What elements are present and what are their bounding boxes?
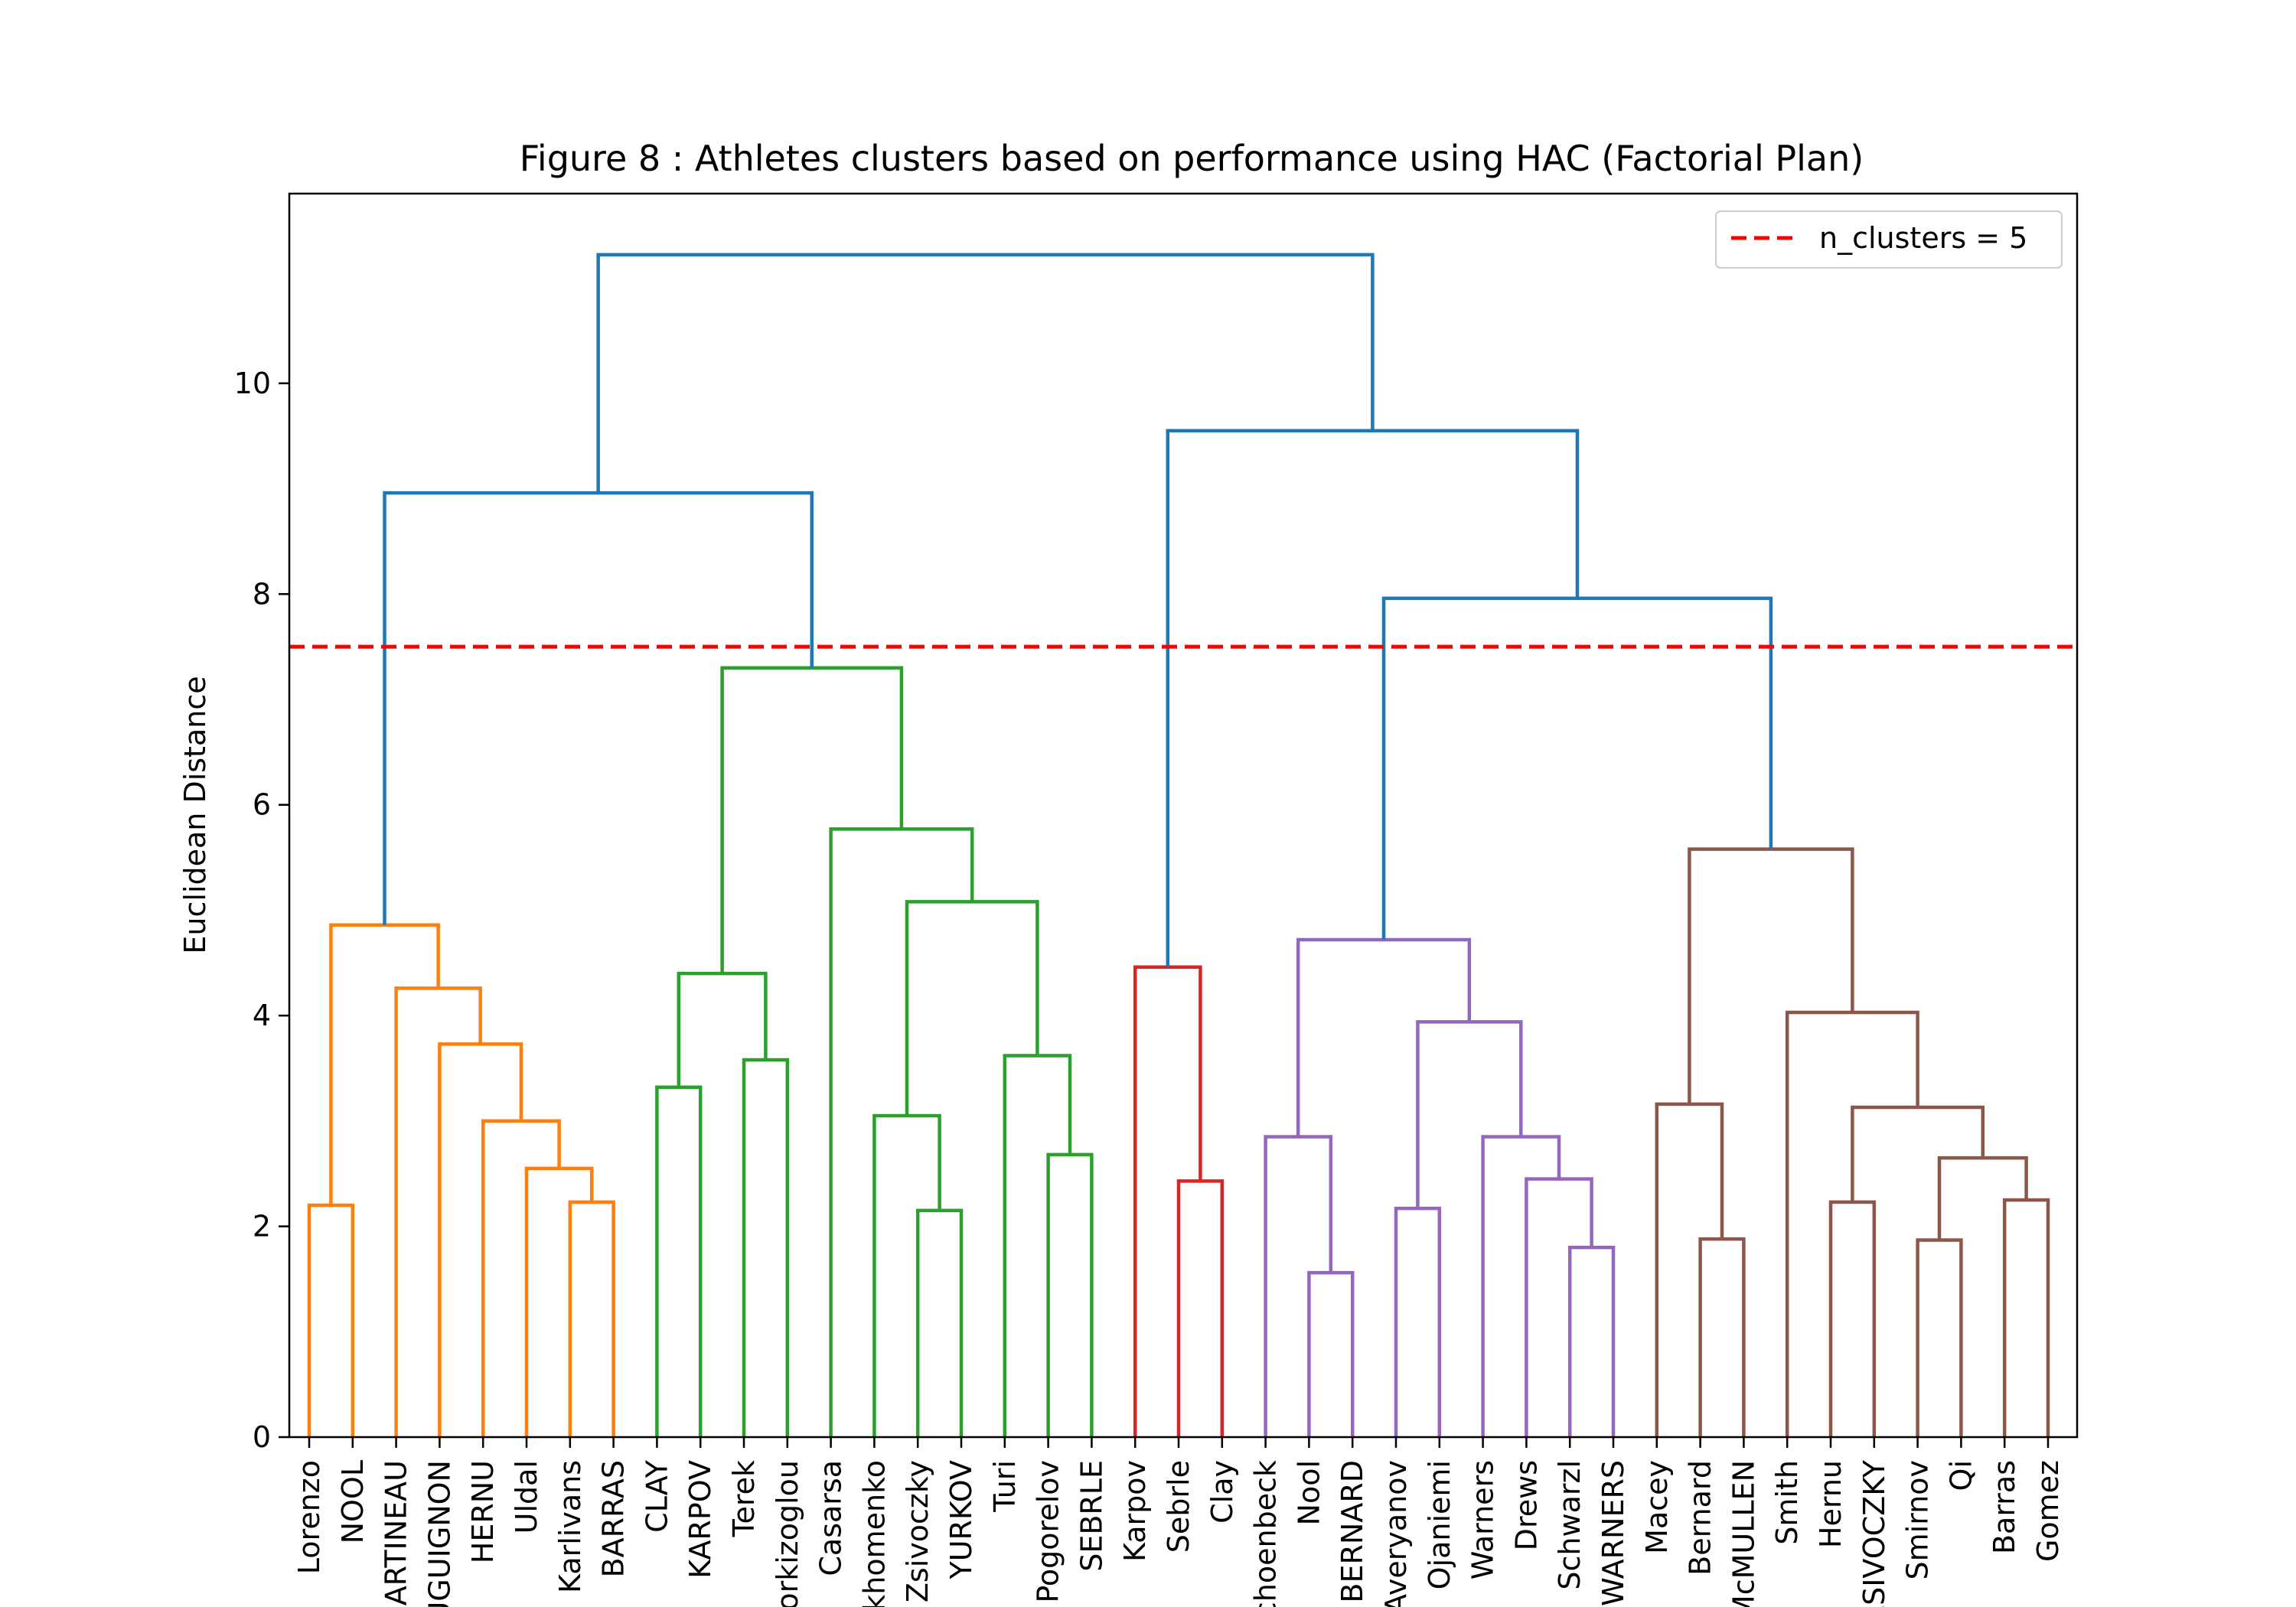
dendrogram-link-b8 <box>1785 1010 1919 1437</box>
leaf-label: Casarsa <box>814 1460 848 1576</box>
dendrogram-link-b3 <box>1828 1200 1877 1437</box>
y-axis: 0 2 4 6 8 10 <box>234 367 289 1454</box>
leaf-label: Ojaniemi <box>1423 1460 1456 1589</box>
leaf-label: Nool <box>1292 1460 1326 1525</box>
leaf-label: Clay <box>1205 1460 1239 1524</box>
leaf-label: WARNERS <box>1596 1460 1630 1606</box>
dendrogram-link-o2 <box>568 1200 615 1437</box>
dendrogram-link-o1 <box>307 1203 355 1437</box>
dendrogram-link-p3 <box>1394 1206 1442 1437</box>
dendrogram-link-g3 <box>677 971 768 1087</box>
y-tick-label: 6 <box>253 788 271 822</box>
leaf-label: Barras <box>1988 1460 2021 1554</box>
y-axis-label: Euclidean Distance <box>178 676 212 953</box>
dendrogram-link-r2 <box>1133 965 1202 1437</box>
leaf-label: Qi <box>1944 1460 1978 1491</box>
plot-frame <box>288 192 2079 1439</box>
dendrogram-link-g5 <box>872 1113 941 1437</box>
leaf-label: ZSIVOCZKY <box>1857 1459 1891 1607</box>
dendrogram-link-o3 <box>524 1166 594 1437</box>
leaf-label: Pogorelov <box>1032 1460 1065 1603</box>
dendrogram-link-b2 <box>1655 1102 1724 1437</box>
leaf-label: Smith <box>1770 1460 1804 1545</box>
chart-title: Figure 8 : Athletes clusters based on pe… <box>520 138 1864 179</box>
dendrogram-link-p7 <box>1416 1020 1523 1209</box>
dendrogram-link-p1 <box>1307 1270 1355 1437</box>
dendrogram-link-b9 <box>1688 847 1854 1104</box>
dendrogram-link-p4 <box>1567 1245 1616 1437</box>
leaf-label: NOOL <box>336 1460 370 1543</box>
leaf-label: Hernu <box>1814 1460 1848 1548</box>
dendrogram-link-g4 <box>915 1208 964 1437</box>
dendrogram-link-g10 <box>720 666 904 974</box>
dendrogram-link-p8 <box>1296 937 1472 1137</box>
leaf-label: Turi <box>988 1460 1022 1513</box>
dendrogram-link-r1 <box>1176 1179 1225 1437</box>
leaf-label: Uldal <box>510 1460 543 1534</box>
leaf-label: Terek <box>727 1460 761 1537</box>
leaf-label: BARRAS <box>597 1460 631 1577</box>
y-tick-label: 4 <box>253 999 271 1032</box>
leaf-label: SEBRLE <box>1075 1460 1108 1572</box>
dendrogram-link-g6 <box>1046 1152 1094 1437</box>
dendrogram-link-b5 <box>2002 1198 2050 1437</box>
leaf-label: Drews <box>1509 1460 1543 1550</box>
dendrogram-link-p5 <box>1525 1177 1593 1437</box>
leaf-label: Warners <box>1466 1460 1500 1579</box>
leaf-label: YURKOV <box>944 1460 978 1580</box>
legend-box <box>1715 210 2063 269</box>
leaf-label: BERNARD <box>1336 1460 1369 1603</box>
dendrogram-link-g1 <box>655 1085 703 1437</box>
leaf-label: Zsivoczky <box>901 1460 934 1602</box>
leaf-label: Karlivans <box>553 1460 587 1593</box>
y-tick-label: 2 <box>253 1210 271 1244</box>
dendrogram-link-g9 <box>829 827 974 1437</box>
dendrogram-link-o6 <box>394 986 482 1437</box>
dendrogram-link-g8 <box>905 900 1039 1116</box>
dendrogram-link-u3 <box>1166 429 1580 967</box>
dendrogram-link-b4 <box>1916 1238 1963 1437</box>
dendrogram-link-p6 <box>1481 1135 1561 1437</box>
leaf-label: Smirnov <box>1901 1460 1935 1579</box>
dendrogram-link-o7 <box>329 923 440 1206</box>
leaf-label: BOUGUIGNON <box>422 1460 456 1607</box>
leaf-label: KARPOV <box>683 1460 717 1579</box>
leaf-label: CLAY <box>640 1459 673 1533</box>
dendrogram-link-u2 <box>1381 596 1773 940</box>
dendrogram-link-u4 <box>596 253 1375 494</box>
y-tick-label: 8 <box>253 577 271 611</box>
legend-label: n_clusters = 5 <box>1819 221 2027 255</box>
leaf-label: Korkizoglou <box>771 1460 804 1607</box>
leaf-label: Karpov <box>1118 1460 1152 1562</box>
dendrogram-link-u1 <box>383 491 814 925</box>
leaf-label: Averyanov <box>1379 1460 1413 1607</box>
leaf-label: Schwarzl <box>1553 1460 1587 1590</box>
dendrogram-link-g2 <box>742 1058 790 1437</box>
leaf-label: MARTINEAU <box>380 1460 413 1607</box>
leaf-label: HERNU <box>466 1460 500 1563</box>
dendrogram-link-b7 <box>1851 1105 1985 1202</box>
y-tick-label: 10 <box>234 367 271 400</box>
leaf-label: Schoenbeck <box>1249 1460 1283 1607</box>
y-tick-label: 0 <box>253 1420 271 1454</box>
leaf-label: Gomez <box>2031 1460 2065 1562</box>
dendrogram-link-g7 <box>1003 1054 1072 1437</box>
leaf-label: Macey <box>1640 1460 1674 1554</box>
x-axis: Lorenzo NOOL MARTINEAU BOUGUIGNON HERNU Uldal… <box>292 1437 2065 1607</box>
leaf-label: Sebrle <box>1162 1460 1195 1553</box>
dendrogram-links <box>307 253 2050 1437</box>
leaf-label: Lorenzo <box>292 1460 326 1574</box>
dendrogram-link-o5 <box>438 1042 523 1437</box>
leaf-label: Parkhomenko <box>857 1460 891 1607</box>
dendrogram-link-p2 <box>1264 1135 1333 1437</box>
leaf-label: Bernard <box>1684 1460 1717 1576</box>
dendrogram-link-b1 <box>1698 1237 1746 1437</box>
legend: n_clusters = 5 <box>1715 210 2063 269</box>
leaf-label: McMULLEN <box>1727 1460 1760 1607</box>
